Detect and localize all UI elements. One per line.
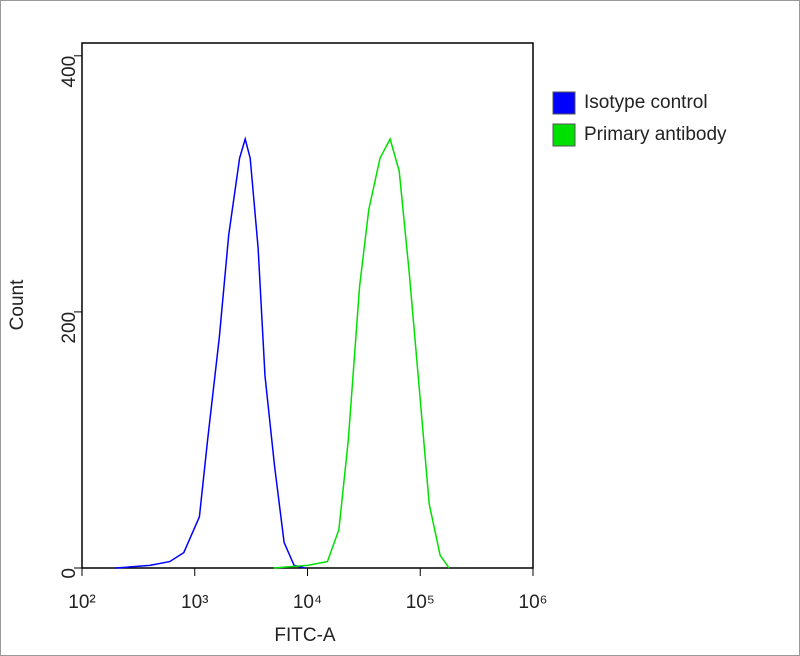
y-axis-label: Count — [7, 279, 28, 330]
y-tick-label: 0 — [59, 568, 80, 579]
x-tick-label: 10⁴ — [293, 592, 322, 613]
series-line — [273, 136, 450, 569]
x-tick-label: 10⁵ — [406, 592, 435, 613]
y-tick-label: 400 — [59, 56, 80, 88]
legend-label: Isotype control — [584, 92, 708, 113]
y-tick-label: 200 — [59, 312, 80, 344]
legend-swatch — [552, 91, 576, 115]
x-tick-label: 10³ — [181, 592, 208, 613]
x-axis-label: FITC-A — [274, 625, 336, 646]
legend-label: Primary antibody — [584, 124, 727, 145]
legend-swatch — [552, 123, 576, 147]
series-line — [115, 136, 306, 569]
x-tick-label: 10² — [68, 592, 95, 613]
x-tick-label: 10⁶ — [519, 592, 548, 613]
